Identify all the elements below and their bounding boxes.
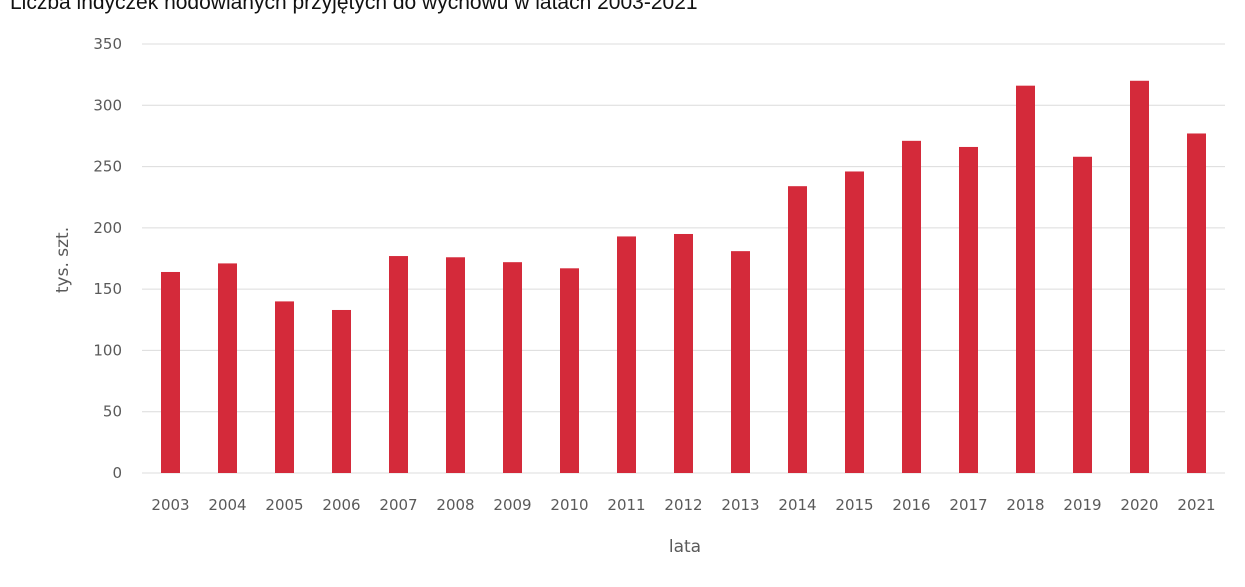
- bar-2010: [560, 268, 579, 473]
- x-tick-label: 2018: [1006, 496, 1044, 514]
- y-axis-ticks: 0 50 100 150 200 250 300 350: [93, 35, 122, 482]
- bar-2021: [1187, 133, 1206, 473]
- bar-2020: [1130, 80, 1149, 474]
- x-tick-label: 2010: [550, 496, 588, 514]
- x-tick-label: 2004: [208, 496, 246, 514]
- bar-2014: [788, 186, 807, 473]
- x-tick-label: 2021: [1177, 496, 1215, 514]
- x-tick-label: 2014: [778, 496, 816, 514]
- bar-2012: [674, 233, 693, 473]
- bar-2011: [617, 236, 636, 473]
- bar-2005: [275, 301, 294, 473]
- bar-2003: [161, 271, 180, 473]
- x-axis-ticks: 2003 2004 2005 2006 2007 2008 2009 2010 2011 2012…: [151, 496, 1215, 514]
- bar-2019: [1073, 156, 1092, 473]
- y-tick-label: 300: [93, 96, 122, 114]
- x-tick-label: 2005: [265, 496, 303, 514]
- bar-2007: [389, 256, 408, 473]
- bar-2009: [503, 262, 522, 473]
- x-tick-label: 2007: [379, 496, 417, 514]
- bar-2016: [902, 140, 921, 473]
- bar-2008: [446, 257, 465, 473]
- x-tick-label: 2012: [664, 496, 702, 514]
- x-tick-label: 2019: [1063, 496, 1101, 514]
- x-tick-label: 2006: [322, 496, 360, 514]
- x-tick-label: 2013: [721, 496, 759, 514]
- chart-title: Liczba indyczek hodowlanych przyjętych d…: [10, 0, 698, 14]
- x-tick-label: 2008: [436, 496, 474, 514]
- x-tick-label: 2011: [607, 496, 645, 514]
- x-axis-label: lata: [669, 537, 701, 557]
- bar-2015: [845, 171, 864, 473]
- y-tick-label: 100: [93, 341, 122, 359]
- bar-2017: [959, 146, 978, 473]
- x-tick-label: 2020: [1120, 496, 1158, 514]
- x-tick-label: 2009: [493, 496, 531, 514]
- y-tick-label: 0: [112, 464, 122, 482]
- y-tick-label: 250: [93, 158, 122, 176]
- x-tick-label: 2016: [892, 496, 930, 514]
- y-tick-label: 50: [103, 403, 122, 421]
- x-tick-label: 2003: [151, 496, 189, 514]
- bar-2013: [731, 251, 750, 473]
- bar-2018: [1016, 85, 1035, 473]
- x-tick-label: 2015: [835, 496, 873, 514]
- bar-2004: [218, 263, 237, 473]
- y-tick-label: 350: [93, 35, 122, 53]
- bar-2006: [332, 309, 351, 473]
- x-tick-label: 2017: [949, 496, 987, 514]
- bars: [161, 80, 1206, 474]
- y-tick-label: 150: [93, 280, 122, 298]
- y-axis-label: tys. szt.: [53, 227, 73, 293]
- y-tick-label: 200: [93, 219, 122, 237]
